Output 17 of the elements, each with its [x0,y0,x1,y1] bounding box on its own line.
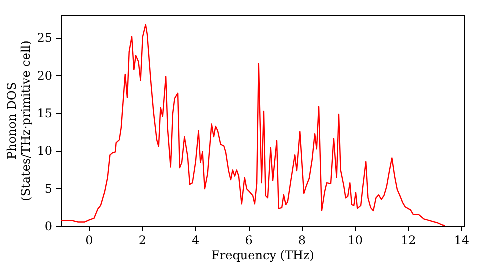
y-tick-label: 25 [37,31,52,46]
x-tick-label: 12 [401,234,416,248]
y-tick-label: 20 [37,68,52,83]
y-axis-title: Phonon DOS (States/THz·primitive cell) [5,40,34,202]
x-axis-title: Frequency (THz) [212,248,314,262]
x-tick-label: 2 [138,234,146,248]
y-tick-label: 10 [37,144,52,158]
y-tick-label: 15 [37,106,52,120]
x-tick-label: 0 [86,234,94,248]
x-tick-label: 14 [454,234,470,248]
x-tick-label: 8 [298,234,306,248]
line-series [60,24,446,227]
x-tick-label: 6 [245,234,253,248]
y-tick-label: 5 [44,182,52,196]
x-tick-label: 4 [192,234,200,248]
y-tick-label: 0 [44,220,52,234]
x-tick-label: 10 [348,234,364,248]
